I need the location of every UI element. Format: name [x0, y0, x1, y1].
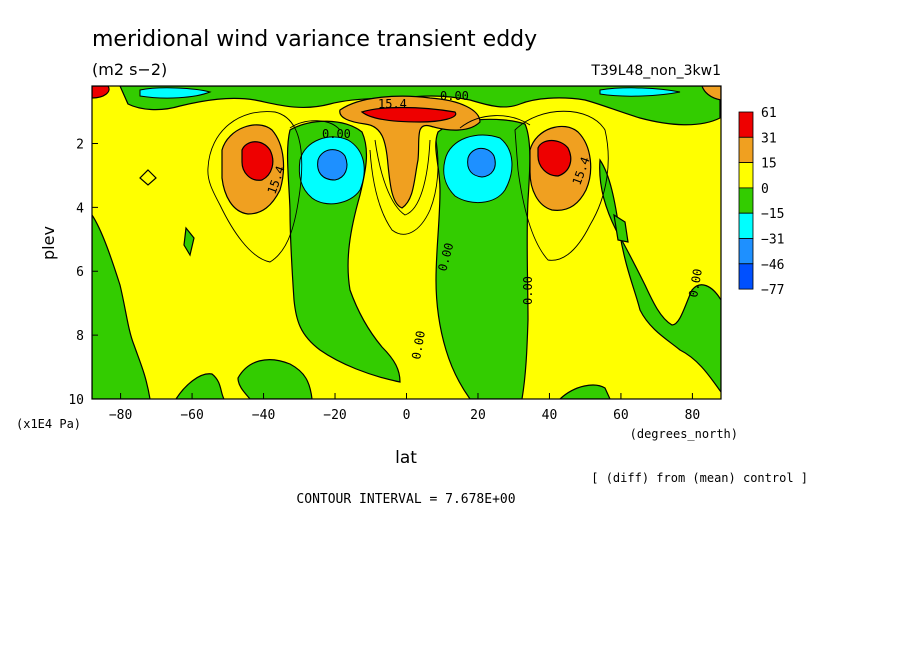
- y-axis: 2 4 6 8 10: [68, 137, 98, 408]
- run-label: T39L48_non_3kw1: [590, 63, 721, 79]
- colorbar-label: 31: [761, 131, 777, 146]
- x-axis-units: (degrees_north): [630, 427, 738, 441]
- strong-negative-regions: [139, 87, 681, 205]
- positive-regions: [92, 86, 721, 215]
- colorbar-swatch: [738, 111, 754, 138]
- colorbar-swatch: [738, 212, 754, 239]
- contour-label: 0.00: [521, 276, 535, 305]
- colorbar-label: 0: [761, 182, 769, 197]
- colorbar-label: −15: [761, 207, 784, 222]
- plot-area: 15.4 0.00 0.00 15.4 15.4 0.00 0.00 0.00 …: [92, 86, 721, 399]
- negative-regions: [92, 86, 721, 399]
- x-tick-label: 80: [685, 408, 701, 423]
- x-axis-label: lat: [395, 448, 417, 468]
- y-axis-label: plev: [39, 226, 58, 260]
- colorbar-swatch: [738, 136, 754, 164]
- x-tick-label: 20: [470, 408, 486, 423]
- contour-label: 0.00: [409, 330, 428, 361]
- x-tick-label: −40: [252, 408, 275, 423]
- contour-interval: CONTOUR INTERVAL = 7.678E+00: [296, 492, 515, 507]
- colorbar-swatch: [738, 263, 754, 290]
- y-tick-label: 10: [68, 393, 84, 408]
- colorbar-swatch: [738, 162, 754, 189]
- x-tick-label: −80: [109, 408, 132, 423]
- contour-label: 0.00: [322, 127, 351, 141]
- y-tick-label: 2: [76, 137, 84, 152]
- contour-label: 0.00: [440, 89, 469, 103]
- y-axis-units: (x1E4 Pa): [16, 417, 81, 431]
- colorbar-label: 61: [761, 106, 777, 121]
- x-tick-label: −20: [323, 408, 346, 423]
- colorbar-label: 15: [761, 157, 777, 172]
- colorbar-label: −77: [761, 283, 784, 298]
- x-tick-label: 0: [403, 408, 411, 423]
- colorbar: 61 31 15 0 −15 −31 −46 −77: [738, 106, 784, 298]
- y-tick-label: 4: [76, 201, 84, 216]
- diff-footnote: [ (diff) from (mean) control ]: [591, 471, 808, 485]
- colorbar-swatch: [738, 238, 754, 265]
- y-tick-label: 6: [76, 265, 84, 280]
- x-tick-label: 40: [542, 408, 558, 423]
- chart-title: meridional wind variance transient eddy: [92, 27, 537, 52]
- contour-label: 15.4: [378, 97, 407, 111]
- y-tick-label: 8: [76, 329, 84, 344]
- colorbar-label: −31: [761, 233, 784, 248]
- x-tick-label: −60: [180, 408, 203, 423]
- colorbar-swatch: [738, 187, 754, 214]
- chart-units: (m2 s−2): [92, 60, 167, 79]
- contour-lines: [207, 110, 609, 263]
- contour-label: 0.00: [686, 268, 705, 299]
- x-tick-label: 60: [613, 408, 629, 423]
- colorbar-label: −46: [761, 258, 784, 273]
- x-axis: −80 −60 −40 −20 0 20 40 60 80: [109, 393, 700, 423]
